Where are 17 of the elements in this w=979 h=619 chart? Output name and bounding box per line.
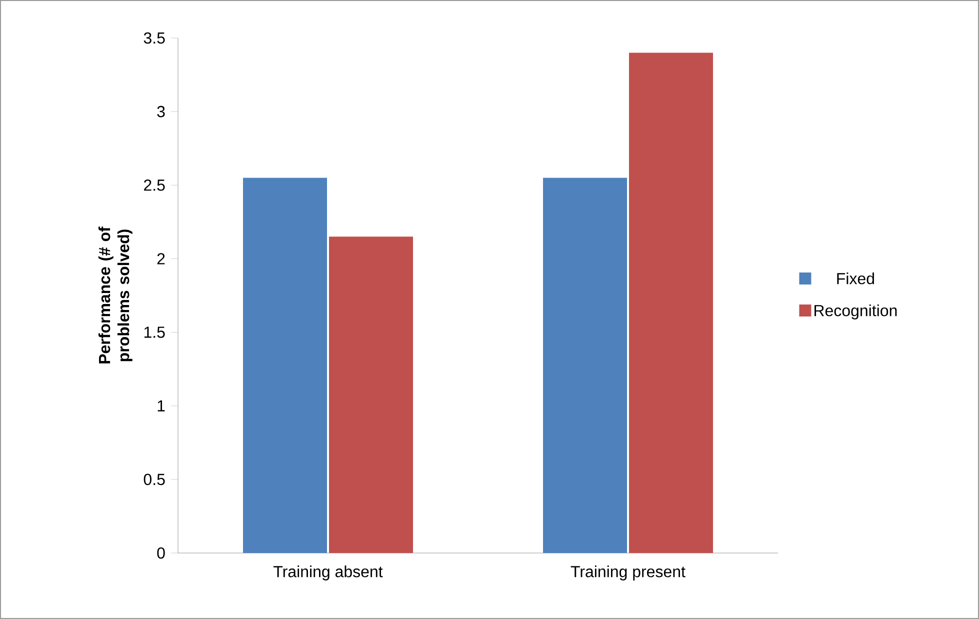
y-tick-label: 2	[157, 253, 165, 264]
bar	[243, 178, 328, 553]
y-tick-label: 2.5	[144, 179, 165, 191]
y-tick-label: 1	[158, 400, 165, 412]
legend-label: Fixed	[837, 272, 874, 284]
y-tick-label: 3	[157, 106, 165, 118]
y-tick-label: 1.5	[144, 326, 165, 338]
x-tick-label: Training absent	[274, 566, 383, 580]
x-tick-label: Training present	[570, 566, 686, 580]
y-tick-label: 3.5	[144, 32, 165, 44]
legend-label: Recognition	[814, 304, 897, 320]
y-tick-label: 0	[157, 547, 165, 559]
y-tick-label: 0.5	[144, 474, 165, 486]
bar	[543, 178, 628, 553]
y-axis-title: Performance (# of problems solved)	[98, 226, 132, 364]
bar	[629, 52, 714, 553]
bar	[329, 236, 414, 553]
